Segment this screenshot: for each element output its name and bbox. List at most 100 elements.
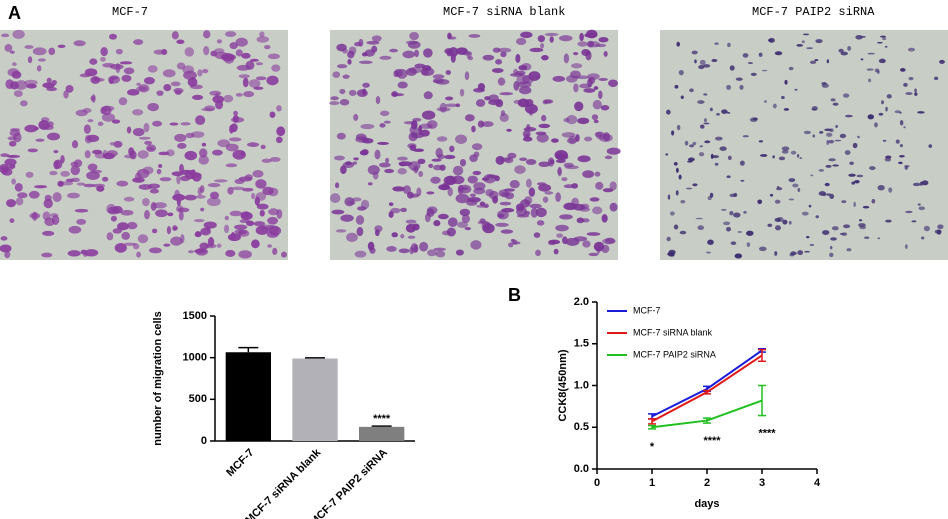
cell-blob: [194, 231, 202, 238]
cell-blob: [410, 243, 418, 253]
cell-blob: [752, 117, 758, 121]
cell-blob: [703, 118, 708, 123]
cell-blob: [729, 193, 737, 198]
cell-blob: [133, 39, 144, 46]
cell-blob: [573, 51, 579, 56]
cell-blob: [9, 163, 16, 169]
cell-blob: [126, 126, 132, 134]
cell-blob: [243, 91, 255, 98]
cell-blob: [566, 137, 577, 144]
cell-blob: [899, 119, 904, 126]
cell-blob: [881, 100, 884, 105]
cell-blob: [529, 47, 544, 53]
cell-blob: [198, 155, 209, 165]
cell-blob: [49, 170, 58, 176]
cell-blob: [555, 153, 569, 161]
cell-blob: [137, 150, 149, 159]
cell-blob: [530, 207, 538, 218]
cell-blob: [492, 195, 499, 204]
cell-blob: [783, 108, 790, 111]
cell-blob: [726, 111, 731, 114]
cell-blob: [176, 174, 181, 185]
cell-blob: [417, 158, 426, 165]
cell-blob: [177, 207, 190, 213]
cell-blob: [249, 58, 259, 62]
cell-blob: [899, 144, 903, 148]
cell-blob: [94, 152, 107, 159]
bar: [359, 426, 405, 441]
cell-blob: [477, 83, 486, 91]
cell-blob: [689, 88, 694, 93]
cell-blob: [147, 183, 161, 189]
cell-blob: [939, 59, 945, 64]
cell-blob: [880, 35, 886, 38]
cell-blob: [238, 250, 252, 259]
x-tick-label: 4: [814, 477, 821, 489]
cell-blob: [673, 161, 678, 166]
cell-blob: [28, 190, 40, 199]
cell-blob: [704, 140, 711, 144]
x-tick-label: MCF-7 siRNA blank: [243, 446, 324, 519]
cell-blob: [692, 183, 698, 187]
cell-blob: [74, 159, 83, 168]
cell-blob: [832, 164, 839, 167]
cell-blob: [498, 189, 509, 197]
cell-blob: [402, 50, 415, 59]
cell-blob: [470, 240, 482, 250]
cell-blob: [595, 181, 604, 190]
cell-blob: [331, 209, 345, 215]
legend-label: MCF-7 PAIP2 siRNA: [633, 349, 716, 359]
cell-blob: [675, 167, 679, 173]
cell-blob: [238, 229, 244, 236]
significance-label: ****: [373, 413, 391, 425]
cell-blob: [846, 248, 852, 252]
cell-blob: [550, 138, 559, 143]
cell-blob: [492, 47, 501, 53]
cell-blob: [734, 253, 743, 259]
cell-blob: [555, 192, 561, 203]
cell-blob: [469, 193, 476, 198]
cell-blob: [826, 139, 829, 146]
cell-blob: [577, 117, 590, 125]
cell-blob: [517, 81, 532, 88]
cell-blob: [412, 117, 422, 122]
cell-blob: [200, 227, 211, 236]
cell-blob: [6, 154, 21, 158]
cell-blob: [774, 251, 778, 256]
cell-blob: [191, 131, 205, 138]
cell-blob: [529, 203, 542, 209]
cell-blob: [839, 233, 844, 235]
cell-blob: [831, 226, 839, 231]
cell-blob: [414, 49, 419, 58]
cell-blob: [413, 148, 425, 153]
cell-blob: [535, 207, 547, 218]
cell-blob: [685, 187, 693, 190]
cell-blob: [355, 133, 367, 141]
cell-blob: [184, 47, 195, 57]
cell-blob: [878, 58, 886, 64]
micrograph: [660, 30, 948, 260]
cell-blob: [830, 245, 833, 250]
cell-blob: [520, 31, 533, 39]
cell-blob: [383, 120, 391, 124]
cell-blob: [809, 243, 815, 247]
cell-blob: [176, 197, 181, 207]
cell-blob: [450, 53, 456, 63]
cell-blob: [888, 187, 893, 193]
cell-blob: [242, 77, 249, 88]
cell-blob: [4, 158, 17, 166]
cell-blob: [508, 242, 514, 248]
cell-blob: [740, 179, 745, 182]
cell-blob: [0, 153, 10, 158]
cell-blob: [563, 162, 574, 168]
bar: [292, 358, 338, 441]
cell-blob: [100, 56, 106, 62]
cell-blob: [216, 243, 222, 248]
cell-blob: [419, 123, 433, 129]
cell-blob: [750, 72, 757, 76]
cell-blob: [761, 69, 768, 72]
cell-blob: [464, 226, 472, 231]
cell-blob: [136, 82, 141, 86]
cell-blob: [917, 203, 921, 206]
